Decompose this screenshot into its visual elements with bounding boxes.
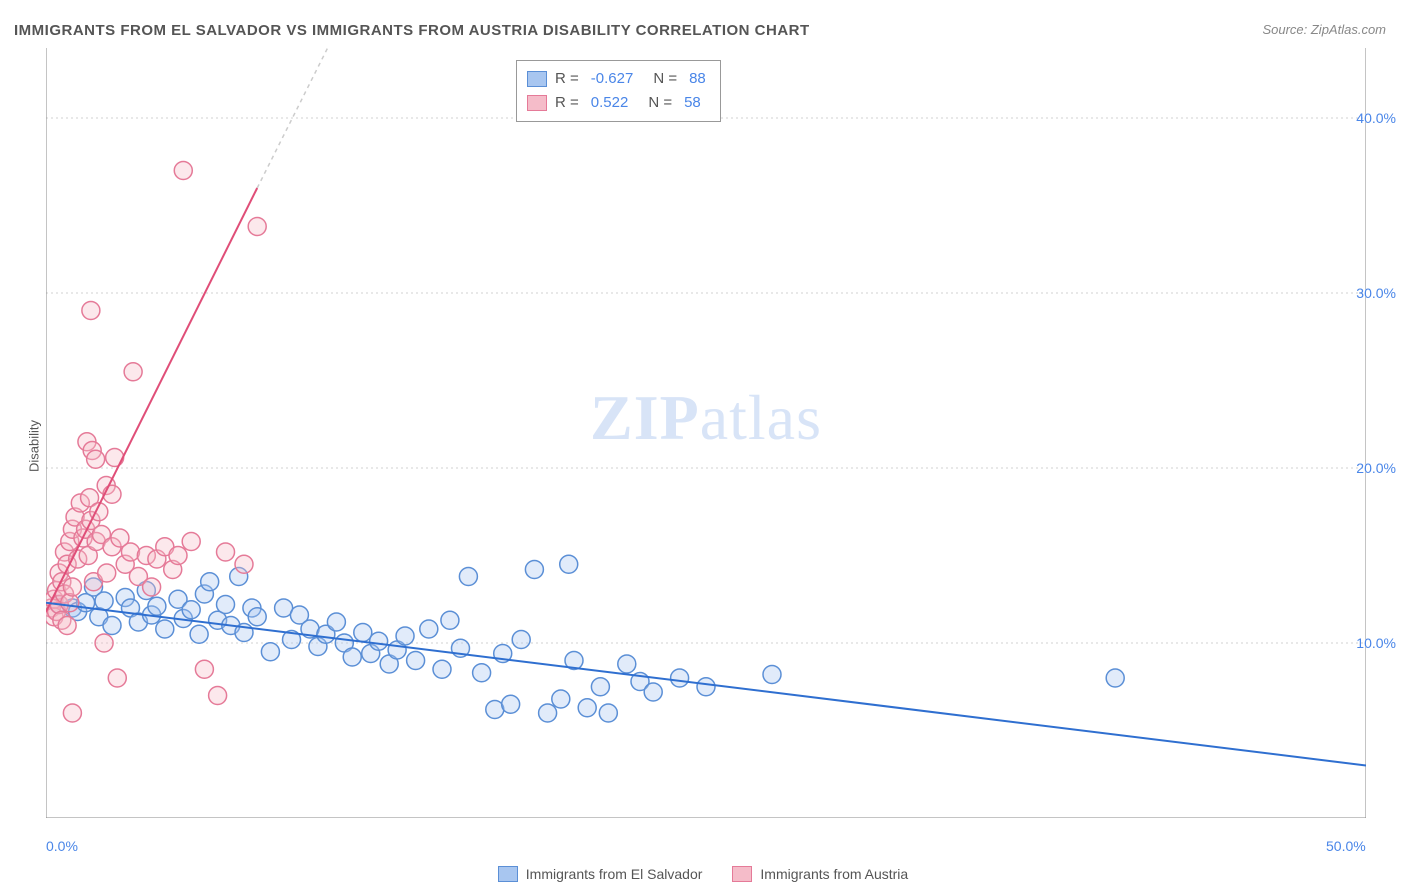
legend-row: R =0.522N =58 xyxy=(527,91,706,115)
y-tick-20: 20.0% xyxy=(1356,460,1396,476)
x-tick-0: 0.0% xyxy=(46,838,78,854)
swatch-el-salvador xyxy=(498,866,518,882)
plot-area: ZIPatlas R =-0.627N =88R =0.522N =58 xyxy=(46,48,1366,818)
swatch-austria xyxy=(732,866,752,882)
x-tick-50: 50.0% xyxy=(1326,838,1366,854)
scatter-svg xyxy=(46,48,1366,818)
legend-item-el-salvador: Immigrants from El Salvador xyxy=(498,866,703,882)
y-tick-10: 10.0% xyxy=(1356,635,1396,651)
legend-row: R =-0.627N =88 xyxy=(527,67,706,91)
correlation-chart: IMMIGRANTS FROM EL SALVADOR VS IMMIGRANT… xyxy=(0,0,1406,892)
y-axis-label: Disability xyxy=(27,420,42,472)
source-attribution: Source: ZipAtlas.com xyxy=(1262,22,1386,37)
legend-label-el-salvador: Immigrants from El Salvador xyxy=(526,866,703,882)
series-legend: Immigrants from El Salvador Immigrants f… xyxy=(0,866,1406,882)
legend-label-austria: Immigrants from Austria xyxy=(760,866,908,882)
legend-item-austria: Immigrants from Austria xyxy=(732,866,908,882)
y-tick-40: 40.0% xyxy=(1356,110,1396,126)
chart-title: IMMIGRANTS FROM EL SALVADOR VS IMMIGRANT… xyxy=(14,22,810,39)
y-tick-30: 30.0% xyxy=(1356,285,1396,301)
correlation-legend: R =-0.627N =88R =0.522N =58 xyxy=(516,60,721,122)
